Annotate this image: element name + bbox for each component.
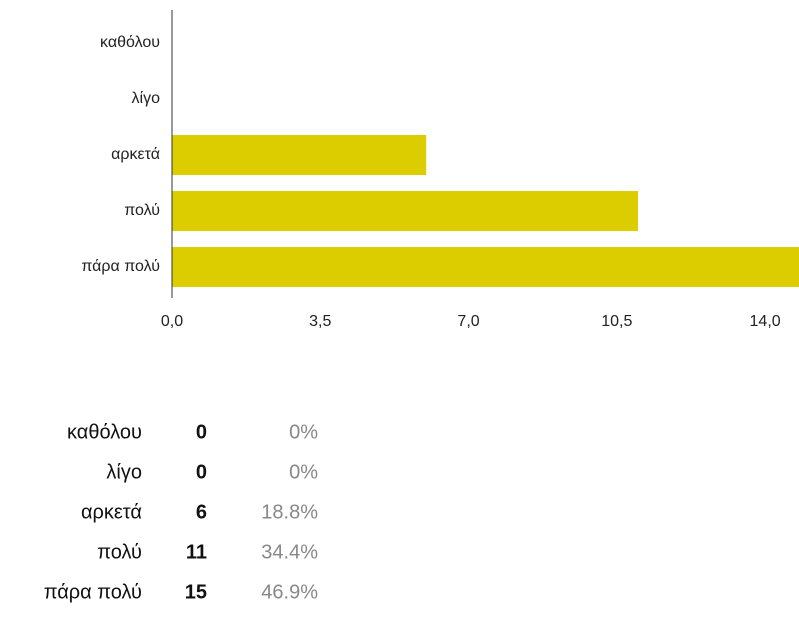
y-tick-label: λίγο — [132, 90, 161, 107]
table-category: λίγο — [106, 461, 142, 483]
table-category: πάρα πολύ — [44, 581, 142, 603]
table-category: καθόλου — [67, 421, 142, 443]
table-percent: 18.8% — [261, 501, 318, 523]
y-tick-label: αρκετά — [111, 146, 160, 163]
y-tick-label: πολύ — [124, 202, 160, 219]
bar — [172, 247, 799, 287]
x-tick-label: 0,0 — [161, 313, 183, 330]
table-category: πολύ — [97, 541, 142, 563]
table-percent: 0% — [289, 461, 318, 483]
bar — [172, 135, 427, 175]
x-tick-label: 10,5 — [601, 313, 632, 330]
table-count: 6 — [196, 501, 207, 523]
table-count: 0 — [196, 421, 207, 443]
bar — [172, 191, 639, 231]
table-count: 0 — [196, 461, 207, 483]
y-tick-label: πάρα πολύ — [81, 258, 160, 275]
table-count: 15 — [185, 581, 207, 603]
table-percent: 0% — [289, 421, 318, 443]
x-tick-label: 14,0 — [750, 313, 781, 330]
table-percent: 34.4% — [261, 541, 318, 563]
x-tick-label: 3,5 — [309, 313, 331, 330]
table-category: αρκετά — [81, 501, 142, 523]
table-percent: 46.9% — [261, 581, 318, 603]
table-count: 11 — [186, 541, 207, 563]
x-tick-label: 7,0 — [457, 313, 479, 330]
y-tick-label: καθόλου — [100, 34, 160, 51]
